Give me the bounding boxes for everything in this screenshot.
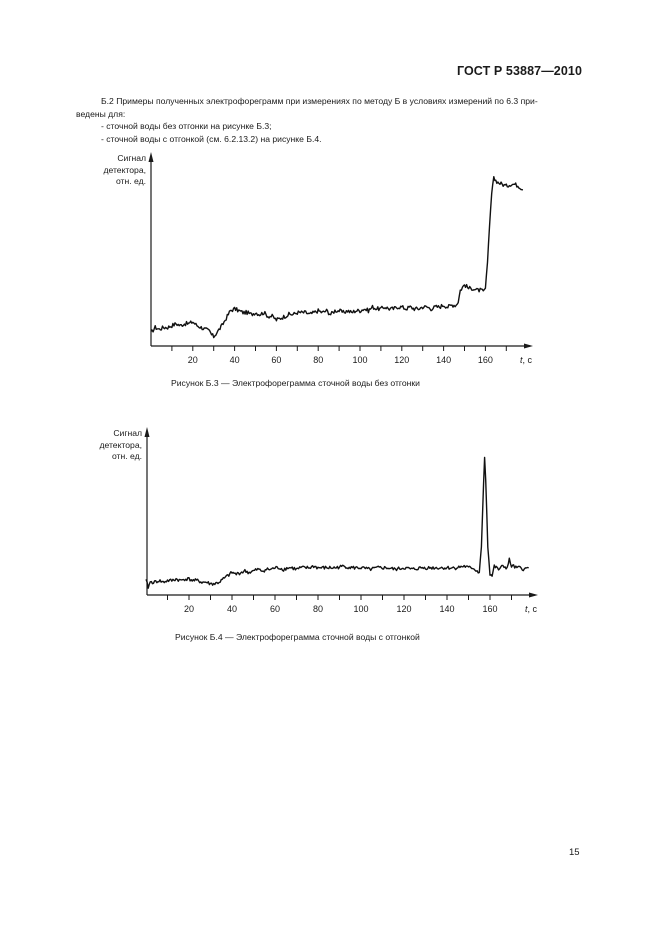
x-tick-label: 80: [313, 355, 323, 365]
intro-line-1: Б.2 Примеры полученных электрофореграмм …: [101, 96, 538, 106]
figure-1-caption: Рисунок Б.3 — Электрофореграмма сточной …: [171, 378, 420, 388]
x-tick-label: 100: [352, 355, 367, 365]
y-label-line: Сигнал: [113, 428, 142, 438]
x-tick-label: 140: [436, 355, 451, 365]
x-axis-label: t, с: [525, 604, 538, 614]
x-tick-label: 20: [184, 604, 194, 614]
x-tick-label: 20: [188, 355, 198, 365]
page-number: 15: [569, 847, 580, 858]
signal-trace: [150, 175, 524, 339]
figure-1-chart: 20 40 60 80 100 120 140 160 t, с: [148, 152, 533, 365]
y-label-line: детектора,: [99, 439, 142, 450]
y-label-line: отн. ед.: [111, 451, 142, 461]
intro-paragraph: Б.2 Примеры полученных электрофореграмм …: [76, 95, 584, 145]
y-axis-arrow-icon: [148, 152, 154, 162]
y-label-line: отн. ед.: [115, 176, 146, 186]
figure-2-caption: Рисунок Б.4 — Электрофореграмма сточной …: [175, 632, 420, 642]
figure-2-y-axis-label: Сигнал детектора, отн. ед.: [92, 428, 142, 463]
x-tick-label: 40: [227, 604, 237, 614]
x-tick-label: 80: [313, 604, 323, 614]
signal-trace: [145, 456, 529, 589]
x-tick-label: 60: [271, 355, 281, 365]
x-tick-label: 100: [353, 604, 368, 614]
x-tick-label: 120: [394, 355, 409, 365]
document-number: ГОСТ Р 53887—2010: [456, 64, 582, 78]
x-tick-label: 140: [439, 604, 454, 614]
x-tick-label: 120: [396, 604, 411, 614]
y-axis-arrow-icon: [144, 427, 150, 437]
y-label-line: Сигнал: [117, 153, 146, 163]
x-tick-label: 40: [230, 355, 240, 365]
y-label-line: детектора,: [103, 164, 146, 175]
x-axis-label: t, с: [520, 355, 533, 365]
x-tick-label: 60: [270, 604, 280, 614]
x-axis-arrow-icon: [524, 343, 533, 349]
x-axis-arrow-icon: [529, 592, 538, 598]
figure-1-y-axis-label: Сигнал детектора, отн. ед.: [96, 153, 146, 188]
x-tick-label: 160: [478, 355, 493, 365]
intro-line-2: ведены для:: [76, 108, 126, 119]
figure-2-chart: 20 40 60 80 100 120 140 160 t, с: [144, 427, 538, 614]
intro-list-item: - сточной воды с отгонкой (см. 6.2.13.2)…: [101, 133, 322, 144]
x-tick-label: 160: [482, 604, 497, 614]
intro-list-item: - сточной воды без отгонки на рисунке Б.…: [101, 121, 272, 132]
